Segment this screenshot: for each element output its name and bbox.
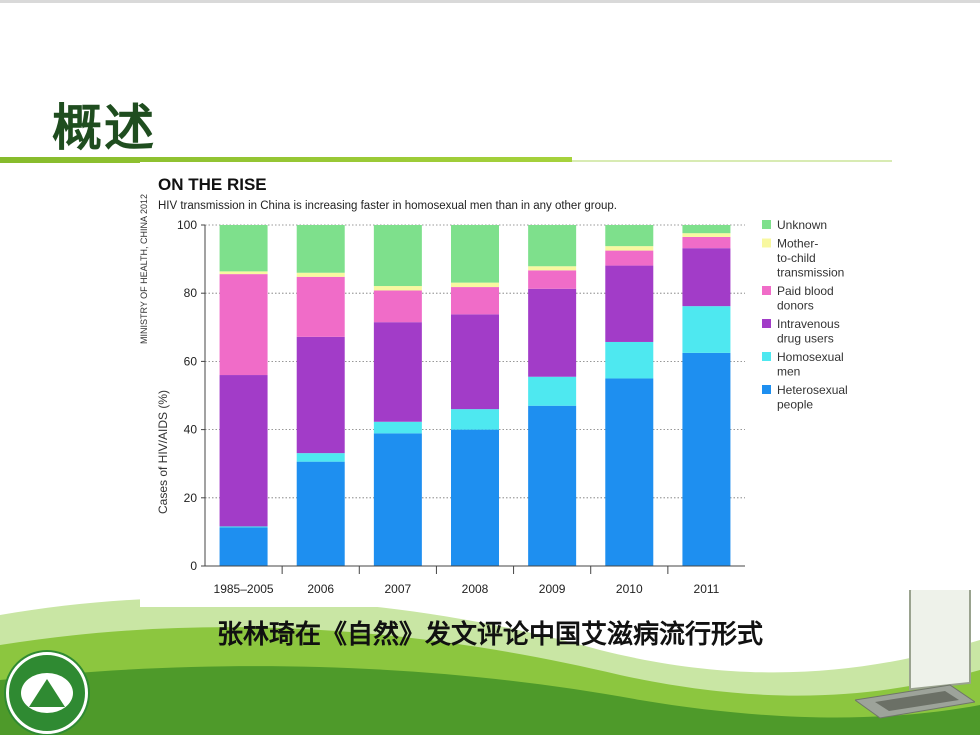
bar-segment — [451, 225, 499, 283]
legend-swatch — [762, 220, 771, 229]
legend-label: Unknown — [777, 218, 827, 232]
bar-segment — [296, 225, 345, 273]
bar-segment — [528, 266, 577, 271]
bar-segment — [219, 527, 268, 566]
bar-segment — [296, 453, 345, 462]
bar-segment — [219, 274, 268, 376]
top-rule — [0, 0, 980, 3]
bar-segment — [219, 225, 268, 272]
bar-segment — [451, 429, 499, 566]
x-tick-label: 2009 — [539, 582, 566, 596]
bar-segment — [373, 225, 422, 287]
chart-panel: MINISTRY OF HEALTH, CHINA 2012 ON THE RI… — [140, 162, 870, 607]
bar-segment — [296, 276, 345, 337]
bar-segment — [451, 282, 499, 288]
x-tick-label: 1985–2005 — [214, 582, 274, 596]
bar-segment — [528, 376, 577, 406]
legend-label: Mother-to-child transmission — [777, 237, 844, 280]
bar-segment — [605, 378, 654, 566]
y-tick-label: 100 — [177, 218, 197, 232]
legend-swatch — [762, 352, 771, 361]
title-underline-tail — [572, 160, 892, 162]
bar-segment — [605, 225, 654, 247]
bar-segment — [219, 375, 268, 527]
bar-segment — [296, 461, 345, 566]
y-tick-label: 0 — [190, 559, 197, 573]
slide-caption: 张林琦在《自然》发文评论中国艾滋病流行形式 — [216, 620, 763, 650]
bar-segment — [373, 322, 422, 422]
bar-segment — [605, 265, 654, 342]
bar-segment — [682, 236, 731, 249]
y-tick-label: 20 — [184, 491, 198, 505]
bar-segment — [373, 286, 422, 291]
bar-segment — [605, 246, 654, 251]
bar-segment — [373, 421, 422, 434]
x-tick-label: 2008 — [462, 582, 489, 596]
legend-entry: Homosexual men — [762, 350, 844, 379]
chart-subtitle: HIV transmission in China is increasing … — [158, 200, 617, 212]
bar-segment — [528, 225, 577, 267]
legend-swatch — [762, 238, 771, 248]
slide-title: 概述 — [52, 99, 156, 157]
bar-segment — [296, 336, 345, 454]
legend-entry: Paid blood donors — [762, 284, 834, 313]
university-logo — [6, 652, 88, 734]
y-tick-label: 60 — [184, 354, 198, 368]
logo-mountain-icon — [29, 679, 65, 707]
bar-segment — [451, 409, 499, 430]
legend-entry: Heterosexual people — [762, 383, 848, 412]
bar-segment — [682, 248, 731, 307]
legend-label: Heterosexual people — [777, 383, 848, 412]
legend-swatch — [762, 385, 771, 394]
chart-source: MINISTRY OF HEALTH, CHINA 2012 — [140, 194, 149, 344]
x-tick-label: 2007 — [385, 582, 412, 596]
legend-entry: Unknown — [762, 218, 827, 232]
legend-label: Intravenous drug users — [777, 317, 840, 346]
bar-segment — [373, 433, 422, 566]
y-axis-label: Cases of HIV/AIDS (%) — [156, 390, 170, 514]
chart-title: ON THE RISE — [158, 175, 267, 194]
y-tick-label: 80 — [184, 286, 198, 300]
legend-entry: Mother-to-child transmission — [762, 237, 844, 280]
bar-segment — [682, 225, 731, 234]
hiv-stacked-bar-chart: MINISTRY OF HEALTH, CHINA 2012 ON THE RI… — [140, 175, 848, 596]
bar-segment — [682, 233, 731, 237]
bar-segment — [219, 526, 268, 528]
bar-segment — [682, 352, 731, 566]
legend-label: Paid blood donors — [777, 284, 834, 313]
bar-segment — [528, 270, 577, 289]
bar-segment — [451, 287, 499, 315]
x-tick-label: 2010 — [616, 582, 643, 596]
x-tick-label: 2011 — [694, 582, 720, 596]
bar-segment — [528, 405, 577, 566]
laptop-icon — [855, 590, 975, 719]
legend-entry: Intravenous drug users — [762, 317, 840, 346]
bar-segment — [219, 271, 268, 275]
bar-segment — [528, 288, 577, 377]
footer-wave-decoration — [0, 597, 980, 735]
bar-segment — [605, 341, 654, 379]
bar-segment — [605, 250, 654, 266]
bar-segment — [296, 272, 345, 277]
title-underline — [0, 157, 572, 163]
bar-segment — [451, 314, 499, 410]
legend-label: Homosexual men — [777, 350, 844, 379]
legend-swatch — [762, 286, 771, 295]
legend-swatch — [762, 319, 771, 328]
x-tick-label: 2006 — [307, 582, 334, 596]
bar-segment — [373, 290, 422, 323]
bar-segment — [682, 306, 731, 353]
y-tick-label: 40 — [184, 423, 198, 437]
